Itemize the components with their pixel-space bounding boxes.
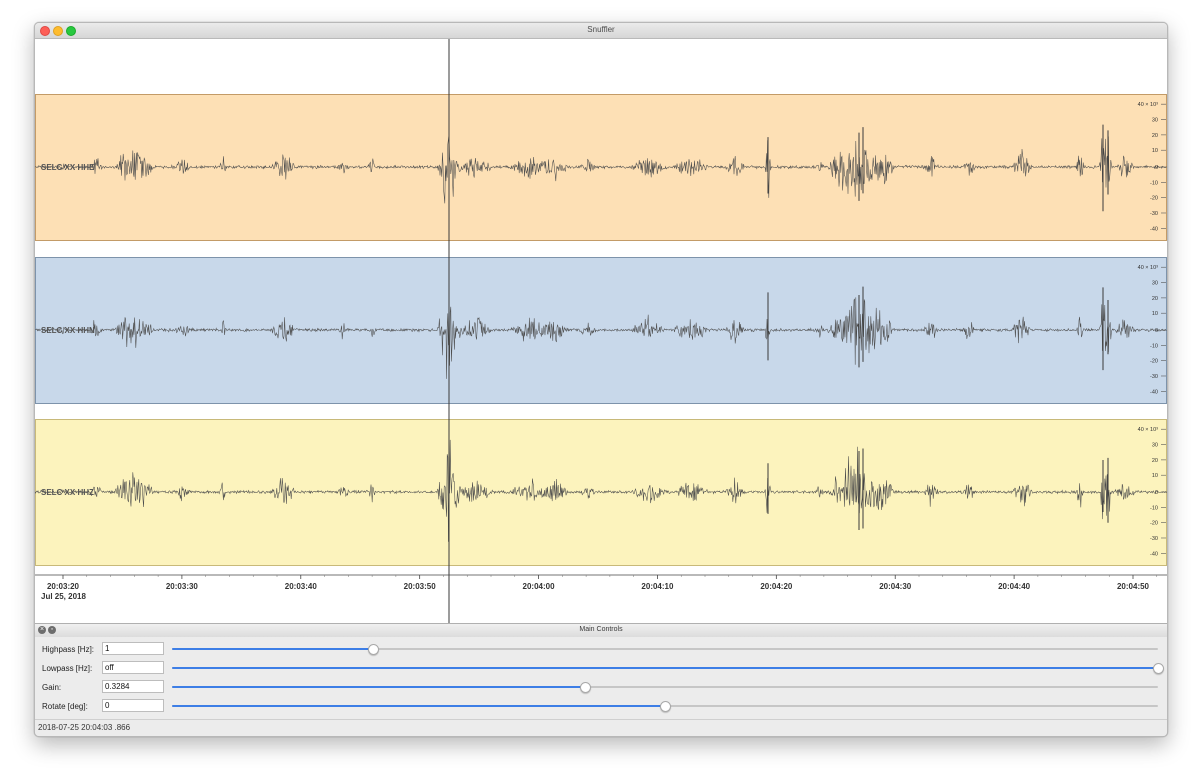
trace-panel: SELC XX HHZ 40 × 10³ 30 20 10 0 -10 -20 -30 -40 bbox=[35, 419, 1167, 566]
time-tick-label: 20:04:40 bbox=[998, 582, 1031, 591]
amplitude-tick-label: -10 bbox=[1150, 180, 1158, 186]
trace-label: SELC XX HHE bbox=[41, 163, 95, 172]
amplitude-tick-label: 30 bbox=[1152, 118, 1158, 124]
trace-panel: SELC XX HHN 40 × 10³ 30 20 10 0 -10 -20 -30 -40 bbox=[35, 257, 1167, 404]
amplitude-tick-label: 40 × 10³ bbox=[1138, 102, 1159, 108]
lowpass-slider-fill bbox=[172, 667, 1158, 669]
amplitude-tick-label: 0 bbox=[1155, 165, 1158, 171]
controls-dock-header: × ◦ Main Controls bbox=[35, 623, 1167, 638]
dock-close-icon[interactable]: × bbox=[38, 626, 46, 634]
amplitude-tick-label: 40 × 10³ bbox=[1138, 427, 1159, 433]
title-bar[interactable]: Snuffler bbox=[35, 23, 1167, 39]
time-tick-label: 20:04:30 bbox=[879, 582, 912, 591]
main-controls-panel: Highpass [Hz]: 1 Lowpass [Hz]: off Gain:… bbox=[35, 637, 1167, 719]
amplitude-tick-label: -10 bbox=[1150, 505, 1158, 511]
amplitude-tick-label: -30 bbox=[1150, 211, 1158, 217]
dock-float-icon[interactable]: ◦ bbox=[48, 626, 56, 634]
rotate-row: Rotate [deg]: 0 bbox=[35, 698, 1167, 717]
amplitude-tick-label: 40 × 10³ bbox=[1138, 265, 1159, 271]
highpass-label: Highpass [Hz]: bbox=[42, 645, 95, 654]
time-tick-label: 20:03:40 bbox=[285, 582, 318, 591]
trace-panel: SELC XX HHE 40 × 10³ 30 20 10 0 -10 -20 -30 -40 bbox=[35, 94, 1167, 241]
amplitude-tick-label: -20 bbox=[1150, 359, 1158, 365]
time-axis-date: Jul 25, 2018 bbox=[41, 592, 86, 601]
amplitude-tick-label: 20 bbox=[1152, 296, 1158, 302]
rotate-input[interactable]: 0 bbox=[102, 699, 164, 712]
amplitude-tick-label: -20 bbox=[1150, 196, 1158, 202]
amplitude-tick-label: -10 bbox=[1150, 343, 1158, 349]
trace-viewer[interactable]: SELC XX HHE 40 × 10³ 30 20 10 0 -10 -20 -30 -40 SE… bbox=[35, 39, 1167, 623]
gain-input[interactable]: 0.3284 bbox=[102, 680, 164, 693]
amplitude-tick-label: -40 bbox=[1150, 389, 1158, 395]
highpass-slider-fill bbox=[172, 648, 374, 650]
amplitude-tick-label: -30 bbox=[1150, 536, 1158, 542]
lowpass-input[interactable]: off bbox=[102, 661, 164, 674]
amplitude-tick-label: -20 bbox=[1150, 521, 1158, 527]
amplitude-tick-label: 20 bbox=[1152, 458, 1158, 464]
lowpass-slider[interactable] bbox=[172, 663, 1164, 674]
gain-row: Gain: 0.3284 bbox=[35, 679, 1167, 698]
controls-title: Main Controls bbox=[579, 626, 623, 633]
amplitude-tick-label: 10 bbox=[1152, 473, 1158, 479]
time-tick-label: 20:04:20 bbox=[760, 582, 793, 591]
time-tick-label: 20:04:10 bbox=[641, 582, 674, 591]
gain-slider[interactable] bbox=[172, 682, 1158, 693]
amplitude-tick-label: -40 bbox=[1150, 226, 1158, 232]
rotate-slider-handle[interactable] bbox=[660, 701, 671, 712]
amplitude-tick-label: 0 bbox=[1155, 328, 1158, 334]
gain-slider-handle[interactable] bbox=[580, 682, 592, 693]
trace-panel-background bbox=[35, 257, 1167, 404]
trace-waveform bbox=[35, 295, 1167, 379]
window-title: Snuffler bbox=[587, 25, 615, 34]
trace-label: SELC XX HHZ bbox=[41, 488, 94, 497]
amplitude-tick-label: 0 bbox=[1155, 490, 1158, 496]
amplitude-tick-label: -40 bbox=[1150, 551, 1158, 557]
highpass-row: Highpass [Hz]: 1 bbox=[35, 641, 1167, 660]
rotate-slider-fill bbox=[172, 705, 665, 707]
time-tick-label: 20:04:50 bbox=[1117, 582, 1150, 591]
gain-slider-fill bbox=[172, 686, 586, 688]
lowpass-slider-handle[interactable] bbox=[1153, 663, 1164, 674]
status-bar: 2018-07-25 20:04:03 .866 bbox=[35, 719, 1167, 736]
gain-label: Gain: bbox=[42, 683, 62, 692]
status-text: 2018-07-25 20:04:03 .866 bbox=[38, 723, 131, 732]
highpass-slider[interactable] bbox=[172, 644, 1158, 655]
time-tick-label: 20:04:00 bbox=[523, 582, 556, 591]
trace-panel-background bbox=[35, 94, 1167, 241]
amplitude-tick-label: 30 bbox=[1152, 443, 1158, 449]
time-tick-label: 20:03:30 bbox=[166, 582, 199, 591]
rotate-label: Rotate [deg]: bbox=[42, 702, 88, 711]
time-tick-label: 20:03:50 bbox=[404, 582, 437, 591]
highpass-input[interactable]: 1 bbox=[102, 642, 164, 655]
amplitude-tick-label: 10 bbox=[1152, 311, 1158, 317]
amplitude-tick-label: -30 bbox=[1150, 374, 1158, 380]
lowpass-row: Lowpass [Hz]: off bbox=[35, 660, 1167, 679]
amplitude-tick-label: 10 bbox=[1152, 148, 1158, 154]
trace-waveform bbox=[35, 133, 1167, 204]
rotate-slider[interactable] bbox=[172, 701, 1158, 712]
amplitude-tick-label: 20 bbox=[1152, 133, 1158, 139]
lowpass-label: Lowpass [Hz]: bbox=[42, 664, 93, 673]
trace-waveform bbox=[35, 439, 1167, 542]
trace-label: SELC XX HHN bbox=[41, 326, 95, 335]
time-tick-label: 20:03:20 bbox=[47, 582, 80, 591]
maximize-window-button[interactable] bbox=[66, 26, 76, 36]
highpass-slider-handle[interactable] bbox=[368, 644, 380, 655]
close-window-button[interactable] bbox=[40, 26, 50, 36]
minimize-window-button[interactable] bbox=[53, 26, 63, 36]
amplitude-tick-label: 30 bbox=[1152, 281, 1158, 287]
snuffler-window: Snuffler SELC XX HHE 40 × 10³ 30 20 10 0 -10 -2… bbox=[34, 22, 1168, 737]
